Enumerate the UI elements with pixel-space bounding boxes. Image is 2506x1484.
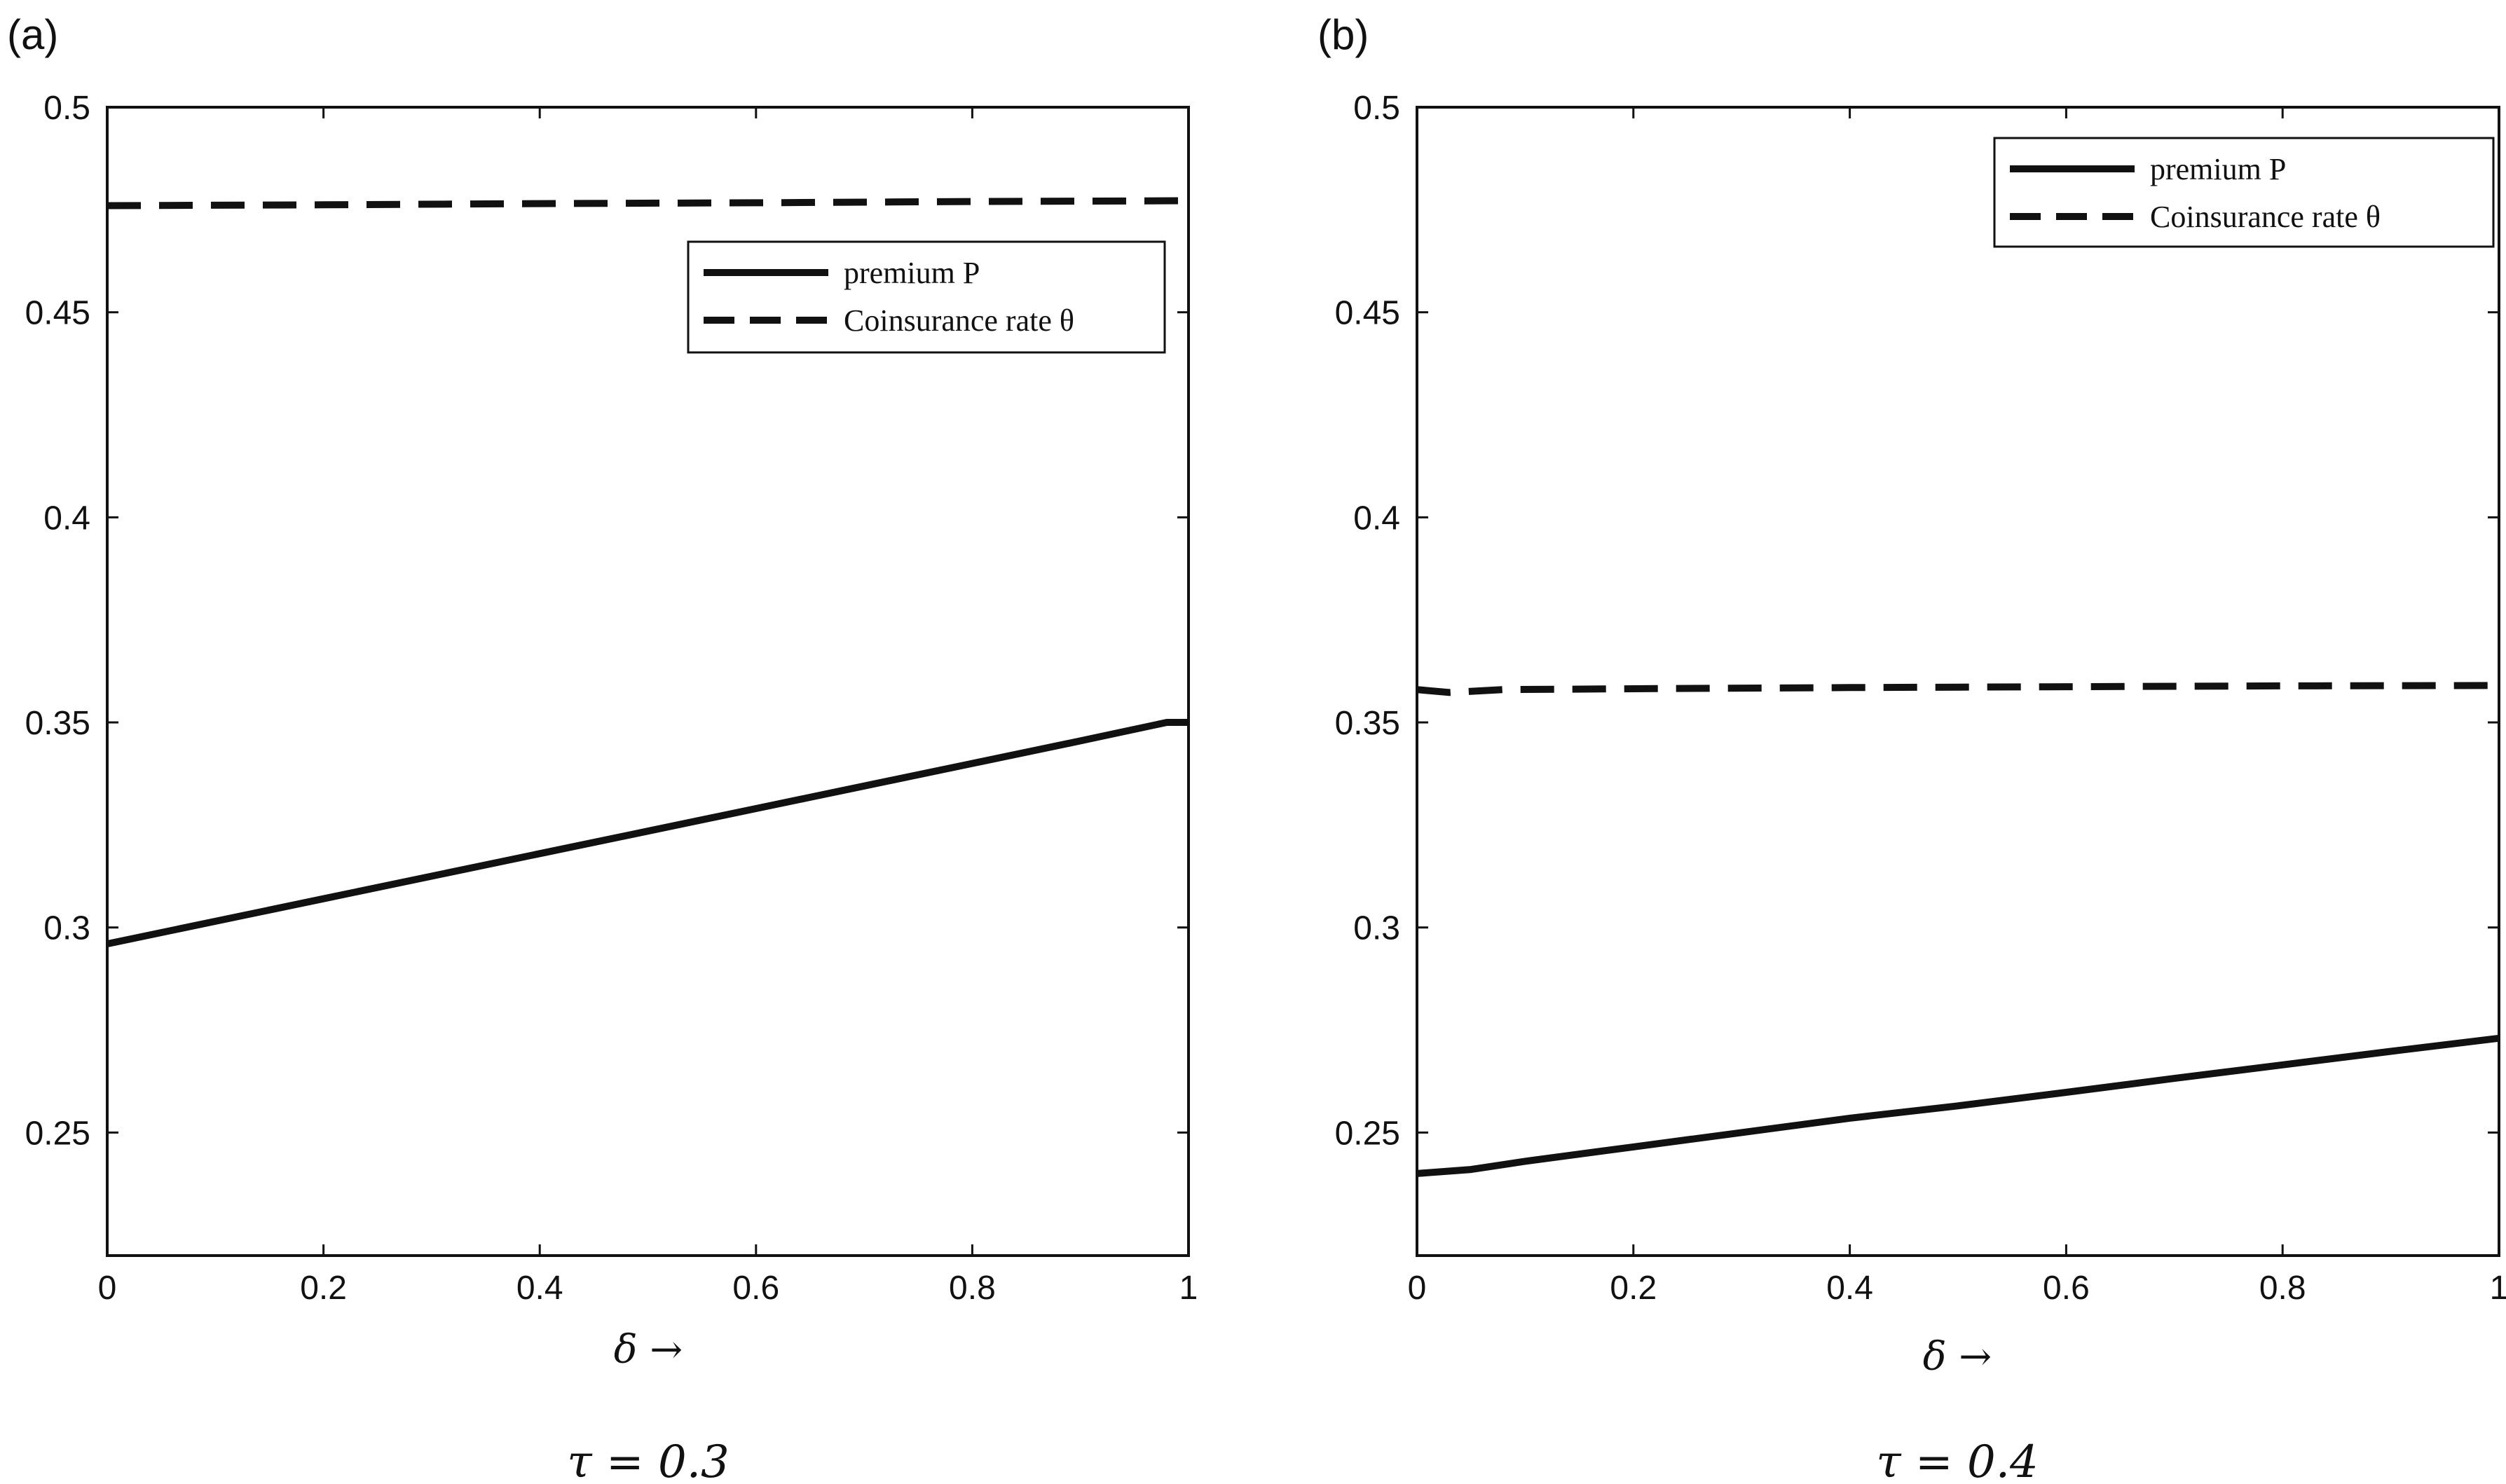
legend-label: premium P [844, 256, 980, 290]
y-tick-label: 0.35 [25, 705, 90, 742]
legend-label: Coinsurance rate θ [2150, 200, 2381, 234]
chart-panel-b: (b) 0 0.2 0.4 0.6 0.8 1 0.25 0.3 0.35 0.4 0.45 0.5 δ … [1317, 11, 2506, 1484]
x-tick-label: 1 [1179, 1270, 1198, 1307]
series-line-premium [1416, 1034, 2500, 1177]
x-tick-label: 0.6 [2043, 1270, 2090, 1307]
chart-panel-a: (a) 0 0.2 0.4 0.6 0.8 1 0.25 0.3 0.35 0.4 0.45 0.5 δ … [7, 11, 1198, 1484]
x-tick-label: 0.2 [300, 1270, 347, 1307]
legend: premium P Coinsurance rate θ [1993, 137, 2495, 248]
y-tick-label: 0.3 [43, 910, 90, 947]
x-tick-label: 0.4 [516, 1270, 563, 1307]
series-line-coinsurance-rate [1416, 682, 2500, 696]
panel-label: (b) [1317, 11, 1369, 58]
legend-label: premium P [2150, 152, 2286, 186]
legend-box [687, 240, 1166, 354]
y-tick-label: 0.5 [43, 90, 90, 127]
plot-frame [1416, 106, 2500, 1257]
x-tick-label: 0.4 [1826, 1270, 1873, 1307]
panel-label: (a) [7, 11, 58, 58]
x-tick-label: 0 [98, 1270, 117, 1307]
y-tick-label: 0.45 [25, 295, 90, 332]
y-tick-label: 0.25 [1335, 1115, 1400, 1152]
y-tick-label: 0.35 [1335, 705, 1400, 742]
legend-box [1993, 137, 2495, 248]
panel-caption: τ = 0.4 [1876, 1436, 2039, 1484]
x-axis-label: δ → [614, 1327, 683, 1373]
y-tick-label: 0.4 [1353, 500, 1400, 537]
panel-caption: τ = 0.3 [567, 1436, 730, 1484]
x-tick-label: 1 [2490, 1270, 2506, 1307]
x-tick-label: 0.8 [2259, 1270, 2306, 1307]
series-line-premium [106, 719, 1189, 947]
x-tick-label: 0.6 [732, 1270, 779, 1307]
x-tick-label: 0.8 [949, 1270, 996, 1307]
plot-frame [106, 106, 1190, 1257]
y-tick-label: 0.5 [1353, 90, 1400, 127]
y-tick-label: 0.4 [43, 500, 90, 537]
x-axis-label: δ → [1923, 1334, 1992, 1380]
legend-label: Coinsurance rate θ [844, 303, 1074, 338]
x-tick-label: 0 [1408, 1270, 1427, 1307]
y-tick-label: 0.25 [25, 1115, 90, 1152]
y-tick-label: 0.45 [1335, 295, 1400, 332]
series-line-coinsurance-rate [107, 197, 1189, 209]
x-tick-label: 0.2 [1610, 1270, 1657, 1307]
y-tick-label: 0.3 [1353, 910, 1400, 947]
legend: premium P Coinsurance rate θ [687, 240, 1166, 354]
